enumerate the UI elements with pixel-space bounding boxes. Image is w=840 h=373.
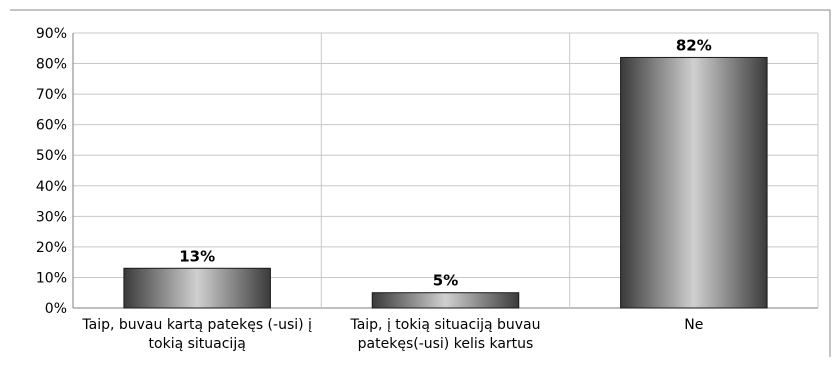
y-tick-label: 70% bbox=[36, 87, 67, 103]
bar bbox=[371, 292, 520, 309]
x-category-label: Taip, buvau kartą patekęs (-usi) į bbox=[81, 317, 312, 333]
y-tick-label: 80% bbox=[36, 57, 67, 73]
x-category-label: Taip, į tokią situaciją buvau bbox=[349, 317, 540, 333]
chart-frame bbox=[10, 9, 831, 357]
y-tick-label: 60% bbox=[36, 118, 67, 134]
y-tick-label: 0% bbox=[45, 301, 67, 317]
y-tick-label: 20% bbox=[36, 240, 67, 256]
data-label: 5% bbox=[433, 272, 458, 290]
data-label: 82% bbox=[676, 36, 712, 54]
x-category-label: Ne bbox=[684, 317, 703, 333]
bar bbox=[620, 56, 768, 309]
y-tick-label: 30% bbox=[36, 209, 67, 225]
y-tick-label: 10% bbox=[36, 270, 67, 286]
y-tick-label: 90% bbox=[36, 26, 67, 42]
data-label: 13% bbox=[179, 247, 215, 265]
y-tick-label: 40% bbox=[36, 179, 67, 195]
y-tick-label: 50% bbox=[36, 148, 67, 164]
bar bbox=[123, 267, 271, 309]
x-category-label: tokią situaciją bbox=[149, 336, 246, 352]
x-category-label: patekęs(-usi) kelis kartus bbox=[358, 336, 534, 352]
